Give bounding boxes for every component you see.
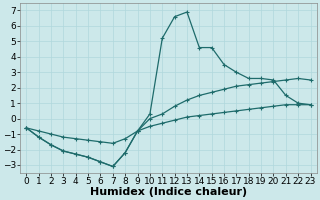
X-axis label: Humidex (Indice chaleur): Humidex (Indice chaleur): [90, 187, 247, 197]
